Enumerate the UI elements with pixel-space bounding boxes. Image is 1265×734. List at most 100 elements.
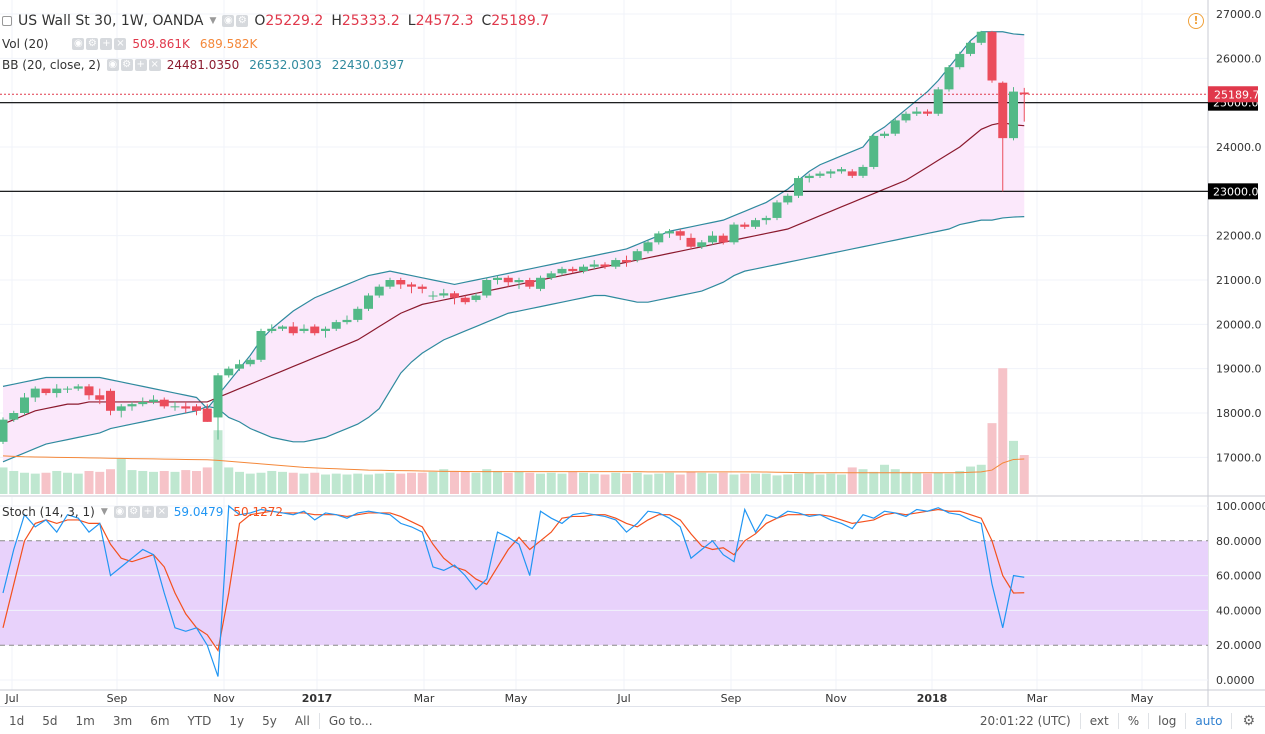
volume-bar (858, 469, 868, 494)
candle-body (471, 295, 481, 300)
candle-body (761, 217, 771, 221)
price-tick-label: 22000.0 (1216, 230, 1262, 243)
stoch-tick-label: 100.0000 (1216, 500, 1265, 513)
candle-body (804, 175, 814, 179)
log-toggle[interactable]: log (1158, 713, 1177, 728)
candle-body (686, 237, 696, 247)
volume-bar (278, 471, 287, 494)
candle-body (127, 404, 137, 407)
candle-body (794, 178, 803, 196)
range-1y[interactable]: 1y (229, 713, 245, 728)
eye-icon: ◉ (106, 59, 119, 71)
candle-body (321, 328, 330, 331)
volume-bar (837, 474, 846, 494)
stoch-tick-label: 60.0000 (1216, 570, 1262, 583)
candle-body (30, 388, 40, 398)
candle-body (708, 235, 717, 243)
candle-body (675, 231, 685, 236)
candle-body (923, 111, 932, 114)
volume-bar (600, 474, 610, 494)
bb-controls[interactable]: ◉ ⚙ + × (106, 59, 161, 71)
volume-bar (310, 472, 320, 494)
ext-toggle[interactable]: ext (1089, 713, 1109, 728)
eye-icon: ◉ (72, 38, 85, 50)
volume-bar (256, 472, 266, 494)
bb-label[interactable]: BB (20, close, 2) (2, 58, 101, 72)
volume-bar (568, 471, 578, 494)
ohlc-low: L24572.3 (407, 13, 474, 29)
candle-body (267, 328, 277, 331)
volume-bar (267, 470, 277, 494)
auto-toggle[interactable]: auto (1195, 713, 1223, 728)
range-all[interactable]: All (294, 713, 310, 728)
vol-label[interactable]: Vol (20) (2, 37, 49, 51)
eye-icon: ◉ (113, 506, 126, 518)
volume-bar (181, 470, 191, 494)
volume-bar (589, 473, 599, 494)
candle-body (417, 286, 427, 289)
range-5d[interactable]: 5d (42, 713, 58, 728)
chevron-down-icon[interactable]: ▼ (209, 16, 217, 26)
range-5y[interactable]: 5y (262, 713, 277, 728)
stoch-k-line (2, 504, 1025, 677)
range-1d[interactable]: 1d (9, 713, 25, 728)
stoch-tick-label: 80.0000 (1216, 535, 1262, 548)
candle-body (374, 286, 384, 296)
volume-bar (235, 471, 244, 494)
collapse-legend-icon[interactable] (2, 16, 12, 26)
volume-bar (622, 473, 631, 494)
candle-body (536, 277, 545, 289)
candle-body (514, 280, 524, 283)
volume-ma-line (2, 455, 1025, 474)
alert-icon[interactable]: ! (1188, 13, 1204, 29)
plus-icon: + (134, 59, 147, 71)
ohlc-high: H25333.2 (331, 13, 400, 29)
volume-bar (52, 470, 62, 494)
stoch-label[interactable]: Stoch (14, 3, 1) (2, 505, 95, 519)
candle-body (632, 251, 642, 261)
symbol-title[interactable]: US Wall St 30, 1W, OANDA (18, 13, 204, 29)
candle-body (837, 169, 846, 172)
volume-bar (869, 471, 879, 494)
volume-bar (170, 471, 180, 494)
vol-controls[interactable]: ◉ ⚙ + × (72, 38, 127, 50)
bb-basis-value: 24481.0350 (166, 58, 240, 72)
candle-body (890, 120, 900, 134)
price-tick-label: 26000.0 (1216, 52, 1262, 65)
candle-body (740, 224, 750, 227)
volume-bar (439, 469, 449, 494)
chart-canvas[interactable]: 25000.023000.027000.026000.024000.022000… (0, 0, 1265, 706)
legend-controls[interactable]: ◉ ⚙ (222, 15, 249, 27)
volume-bar (41, 472, 51, 494)
volume-bar (460, 471, 470, 494)
stoch-k-value: 59.0479 (173, 505, 224, 519)
range-ytd[interactable]: YTD (187, 713, 212, 728)
volume-bar (73, 473, 83, 494)
main-legend: US Wall St 30, 1W, OANDA ▼ ◉ ⚙ O25229.2 H… (2, 13, 557, 29)
gear-icon[interactable]: ⚙ (1242, 712, 1255, 729)
level-label-bg (1208, 183, 1258, 200)
stoch-controls[interactable]: ◉ ⚙ + × (113, 506, 168, 518)
volume-bar (794, 473, 803, 494)
range-1m[interactable]: 1m (75, 713, 95, 728)
time-tick-label: 2018 (917, 692, 948, 705)
close-icon: × (155, 506, 168, 518)
volume-bar (1009, 440, 1018, 494)
level-label: 23000.0 (1213, 185, 1259, 198)
stoch-legend: Stoch (14, 3, 1) ▼ ◉ ⚙ + × 59.0479 50.1272 (2, 505, 293, 519)
stoch-d-line (2, 508, 1025, 652)
candle-body (815, 173, 825, 176)
candle-body (63, 388, 72, 390)
utc-clock[interactable]: 20:01:22 (UTC) (979, 713, 1071, 728)
chevron-down-icon[interactable]: ▼ (100, 507, 108, 517)
volume-bar (0, 467, 8, 494)
price-tick-label: 18000.0 (1216, 407, 1262, 420)
volume-bar (955, 470, 965, 494)
range-3m[interactable]: 3m (112, 713, 133, 728)
percent-toggle[interactable]: % (1127, 713, 1140, 728)
candle-body (611, 260, 621, 267)
volume-bar (407, 472, 416, 494)
candle-body (428, 295, 438, 297)
goto-button[interactable]: Go to... (328, 713, 373, 728)
range-6m[interactable]: 6m (150, 713, 170, 728)
